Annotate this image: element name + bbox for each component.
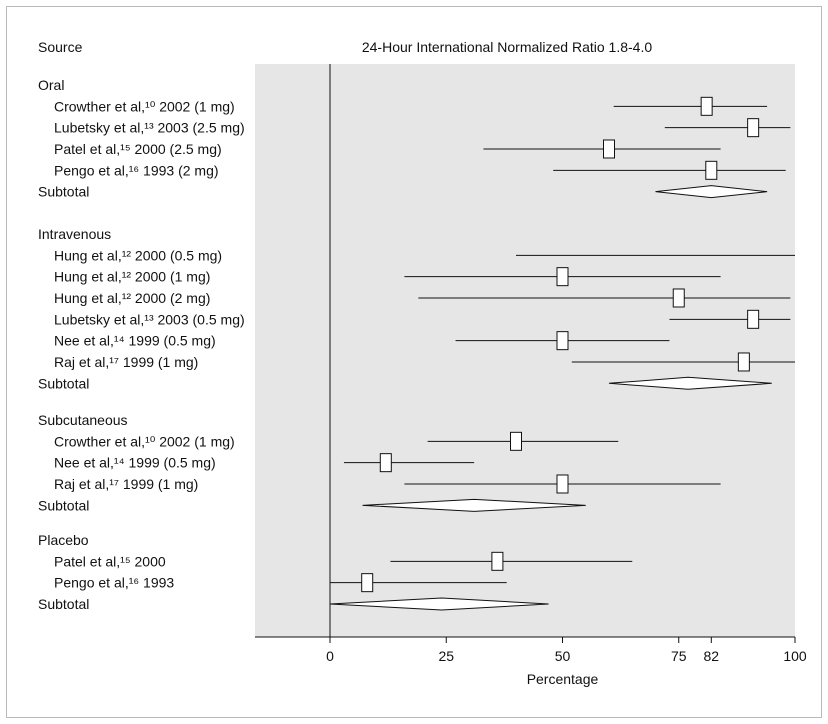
- x-axis-label: Percentage: [527, 671, 599, 687]
- subtotal-label: Subtotal: [38, 184, 89, 200]
- point-estimate-box: [700, 96, 713, 116]
- point-estimate-box: [737, 352, 750, 372]
- point-estimate-box: [379, 453, 392, 473]
- subtotal-label: Subtotal: [38, 375, 89, 391]
- study-label: Lubetsky et al,¹³ 2003 (2.5 mg): [54, 120, 245, 136]
- study-label: Crowther et al,¹⁰ 2002 (1 mg): [54, 433, 235, 449]
- x-tick-label: 0: [326, 648, 334, 664]
- subtotal-diamond: [608, 376, 772, 390]
- point-estimate-box: [491, 551, 504, 571]
- study-label: Patel et al,¹⁵ 2000: [54, 553, 166, 569]
- x-tick-label: 25: [438, 648, 454, 664]
- x-tick-label: 50: [555, 648, 571, 664]
- group-label: Subcutaneous: [38, 412, 128, 428]
- point-estimate-box: [672, 288, 685, 308]
- study-label: Nee et al,¹⁴ 1999 (0.5 mg): [54, 333, 216, 349]
- chart-title: 24-Hour International Normalized Ratio 1…: [362, 39, 652, 55]
- point-estimate-box: [361, 573, 374, 593]
- group-label: Placebo: [38, 532, 89, 548]
- group-label: Oral: [38, 77, 64, 93]
- subtotal-label: Subtotal: [38, 497, 89, 513]
- study-label: Hung et al,¹² 2000 (2 mg): [54, 290, 210, 306]
- study-label: Crowther et al,¹⁰ 2002 (1 mg): [54, 98, 235, 114]
- x-tick-label: 82: [704, 648, 720, 664]
- point-estimate-box: [747, 118, 760, 138]
- study-label: Raj et al,¹⁷ 1999 (1 mg): [54, 354, 198, 370]
- subtotal-diamond: [362, 498, 586, 512]
- subtotal-diamond: [655, 185, 768, 199]
- subtotal-diamond: [329, 597, 549, 611]
- study-label: Nee et al,¹⁴ 1999 (0.5 mg): [54, 455, 216, 471]
- point-estimate-box: [556, 331, 569, 351]
- marks-layer: [329, 96, 795, 611]
- point-estimate-box: [705, 160, 718, 180]
- study-label: Hung et al,¹² 2000 (0.5 mg): [54, 247, 222, 263]
- study-label: Lubetsky et al,¹³ 2003 (0.5 mg): [54, 311, 245, 327]
- group-label: Intravenous: [38, 226, 111, 242]
- x-tick-label: 100: [783, 648, 807, 664]
- study-label: Pengo et al,¹⁶ 1993 (2 mg): [54, 162, 219, 178]
- study-label: Patel et al,¹⁵ 2000 (2.5 mg): [54, 141, 222, 157]
- study-label: Raj et al,¹⁷ 1999 (1 mg): [54, 476, 198, 492]
- point-estimate-box: [556, 474, 569, 494]
- point-estimate-box: [747, 309, 760, 329]
- x-axis-ticks: 0 25 50 75 82 100: [326, 637, 807, 664]
- point-estimate-box: [603, 139, 615, 159]
- subtotal-label: Subtotal: [38, 596, 89, 612]
- source-header: Source: [38, 39, 83, 55]
- study-label: Pengo et al,¹⁶ 1993: [54, 575, 174, 591]
- study-label: Hung et al,¹² 2000 (1 mg): [54, 269, 210, 285]
- point-estimate-box: [556, 267, 569, 287]
- labels-layer: Oral Crowther et al,¹⁰ 2002 (1 mg) Lubetsk…: [38, 77, 245, 612]
- figure-frame: [6, 6, 822, 718]
- point-estimate-box: [510, 431, 522, 451]
- x-tick-label: 75: [671, 648, 687, 664]
- plot-area: [255, 64, 795, 637]
